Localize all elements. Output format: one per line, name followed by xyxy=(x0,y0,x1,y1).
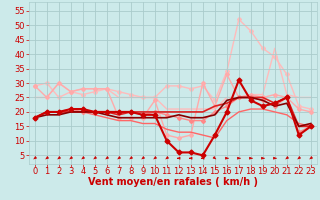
X-axis label: Vent moyen/en rafales ( km/h ): Vent moyen/en rafales ( km/h ) xyxy=(88,177,258,187)
